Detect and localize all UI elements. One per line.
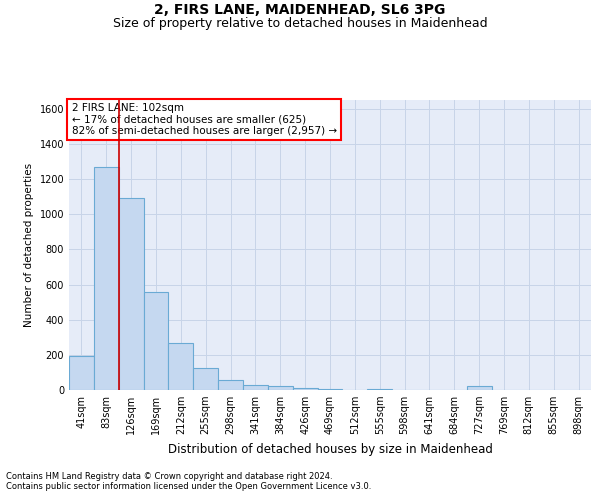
Bar (268, 386, 293, 390)
Bar (143, 292, 169, 390)
Text: Contains HM Land Registry data © Crown copyright and database right 2024.: Contains HM Land Registry data © Crown c… (6, 472, 332, 481)
Text: 2 FIRS LANE: 102sqm
← 17% of detached houses are smaller (625)
82% of semi-detac: 2 FIRS LANE: 102sqm ← 17% of detached ho… (71, 103, 337, 136)
Y-axis label: Number of detached properties: Number of detached properties (24, 163, 34, 327)
Text: Distribution of detached houses by size in Maidenhead: Distribution of detached houses by size … (167, 442, 493, 456)
Bar (94, 167, 119, 390)
Bar (218, 380, 243, 390)
Text: 2, FIRS LANE, MAIDENHEAD, SL6 3PG: 2, FIRS LANE, MAIDENHEAD, SL6 3PG (154, 2, 446, 16)
Bar (317, 389, 343, 390)
Text: Contains public sector information licensed under the Open Government Licence v3: Contains public sector information licen… (6, 482, 371, 491)
Bar (69, 356, 94, 390)
Bar (243, 384, 268, 390)
Bar (193, 368, 218, 390)
Bar (293, 388, 317, 390)
Text: Size of property relative to detached houses in Maidenhead: Size of property relative to detached ho… (113, 18, 487, 30)
Bar (169, 344, 193, 390)
Bar (367, 388, 392, 390)
Bar (467, 386, 491, 390)
Bar (119, 198, 143, 390)
